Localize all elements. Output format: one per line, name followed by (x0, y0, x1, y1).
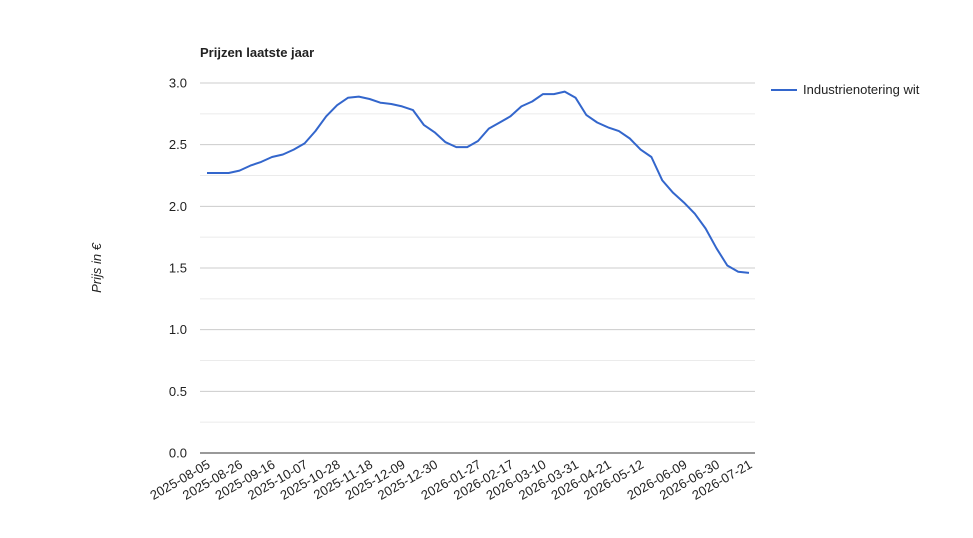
chart-title: Prijzen laatste jaar (200, 45, 314, 60)
legend-label: Industrienotering wit (803, 82, 920, 97)
y-axis-label: Prijs in € (89, 242, 104, 293)
y-tick-label: 1.0 (169, 322, 187, 337)
y-tick-label: 2.0 (169, 199, 187, 214)
y-tick-label: 2.5 (169, 137, 187, 152)
y-tick-label: 0.5 (169, 384, 187, 399)
y-tick-label: 1.5 (169, 261, 187, 276)
y-tick-label: 3.0 (169, 76, 187, 91)
series-line (207, 90, 750, 274)
y-tick-label: 0.0 (169, 446, 187, 461)
